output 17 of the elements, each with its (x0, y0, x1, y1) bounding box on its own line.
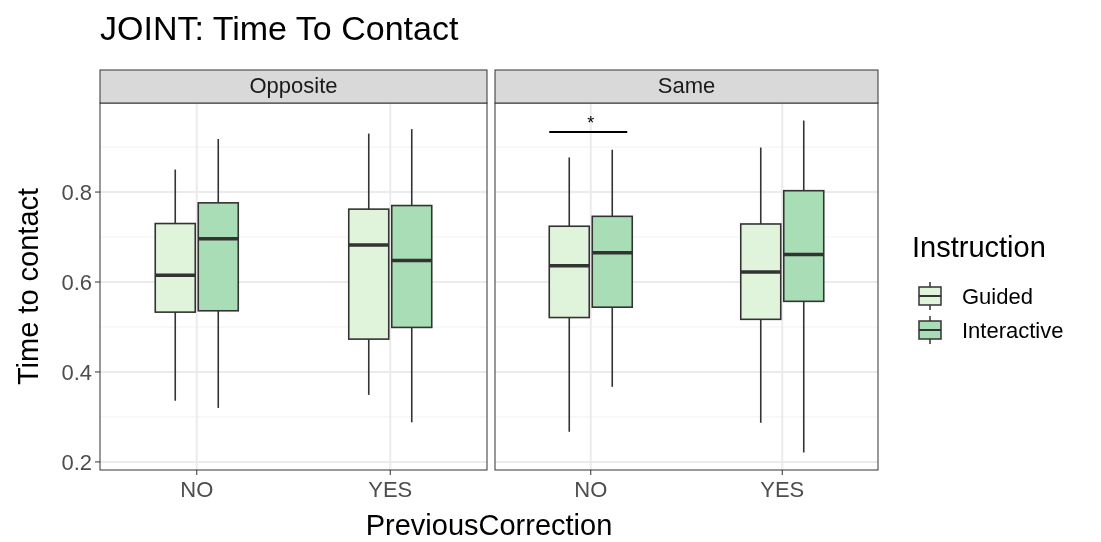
annotation: * (587, 113, 595, 133)
legend-label: Guided (962, 284, 1033, 309)
x-tick-label: YES (760, 477, 805, 502)
x-tick-label: NO (574, 477, 608, 502)
legend-label: Interactive (962, 318, 1064, 343)
y-tick-label: 0.4 (61, 359, 92, 385)
x-tick-label: YES (368, 477, 413, 502)
legend-title: Instruction (912, 231, 1046, 263)
chart-title: JOINT: Time To Contact (100, 9, 459, 47)
y-tick-label: 0.2 (61, 449, 92, 475)
y-axis-title: Time to contact (12, 187, 44, 386)
y-tick-label: 0.6 (61, 270, 92, 295)
x-tick-label: NO (180, 477, 214, 502)
chart-subtitle: Same (657, 73, 716, 98)
y-tick-label: 0.8 (61, 180, 92, 206)
chart-subtitle: Opposite (249, 73, 338, 98)
x-axis-title: PreviousCorrection (365, 509, 613, 541)
